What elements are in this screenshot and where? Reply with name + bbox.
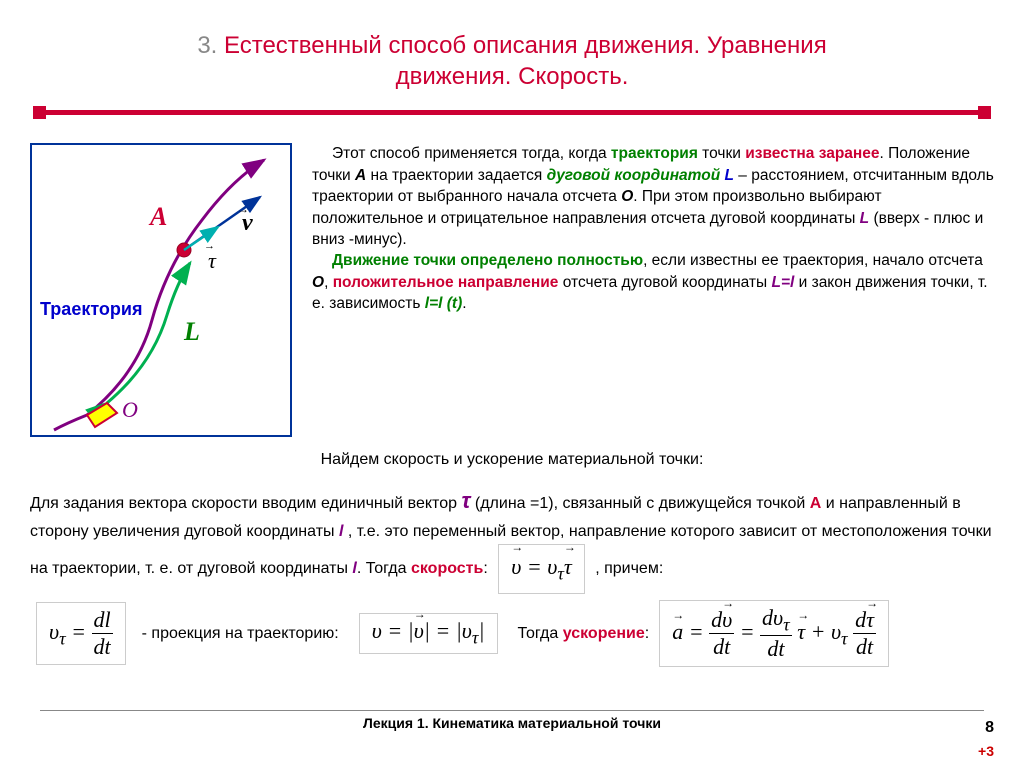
k-known: известна заранее <box>745 145 879 162</box>
fvtau-lhs: υτ = <box>49 619 86 644</box>
k-L2: L <box>860 210 869 227</box>
footer-rule <box>40 710 984 711</box>
formula-accel: a = dυ dt = dυτ dt τ + υτ dτ dt <box>659 600 889 667</box>
fa-d2: dt <box>760 636 792 662</box>
svg-text:→: → <box>204 240 215 252</box>
p10: , <box>324 274 333 291</box>
plus-three: +3 <box>978 743 994 759</box>
fvtau-den: dt <box>92 634 113 660</box>
ft6: : <box>483 560 487 577</box>
page-number: 8 <box>985 719 994 737</box>
slide-number: 3. <box>197 32 217 59</box>
p2: точки <box>698 145 745 162</box>
f-trail: , причем: <box>595 560 663 577</box>
fa-d3: dt <box>853 634 876 660</box>
title-line2: движения. Скорость. <box>396 63 629 90</box>
fa-n1: dυ <box>709 607 734 634</box>
title-line1: Естественный способ описания движения. У… <box>224 32 827 59</box>
label-trajectory: Траектория <box>40 299 142 319</box>
formula-mag: υ = |υ| = |υτ| <box>359 613 498 653</box>
k-O: О <box>621 188 633 205</box>
p9-lead: Движение точки определено полностью <box>332 252 643 269</box>
ft1: Для задания вектора скорости вводим един… <box>30 495 461 512</box>
divider-bar <box>45 110 979 115</box>
fa-d1: dt <box>709 634 734 660</box>
fa-eq: = <box>740 619 760 644</box>
label-A: A <box>148 202 167 231</box>
paragraph-block: Этот способ применяется тогда, когда тра… <box>312 143 994 437</box>
k-O2: О <box>312 274 324 291</box>
accel-post: : <box>645 625 649 642</box>
accel-pre: Тогда <box>518 625 563 642</box>
ft5: . Тогда <box>357 560 411 577</box>
slide-title: 3. Естественный способ описания движения… <box>0 0 1024 102</box>
content-row: Траектория A v → τ → L O Этот способ при… <box>0 143 1024 437</box>
label-L: L <box>183 317 200 346</box>
fa-n3: dτ <box>853 607 876 634</box>
f-speed: скорость <box>411 560 483 577</box>
trajectory-diagram: Траектория A v → τ → L O <box>30 143 292 437</box>
formula-row-2: υτ = dl dt - проекция на траекторию: υ =… <box>0 600 1024 667</box>
fa-lhs: a = <box>672 619 703 644</box>
svg-text:→: → <box>237 202 249 216</box>
flow-paragraph: Для задания вектора скорости вводим един… <box>0 483 1024 593</box>
footer-lecture: Лекция 1. Кинематика материальной точки <box>0 715 1024 731</box>
ft2: (длина =1), связанный с движущейся точко… <box>470 495 809 512</box>
fa-n2: dυτ <box>760 605 792 636</box>
p1: Этот способ применяется тогда, когда <box>332 145 611 162</box>
k-trajectory: траектория <box>611 145 698 162</box>
proj-label: - проекция на траекторию: <box>142 625 339 643</box>
fvtau-num: dl <box>92 607 113 634</box>
p4: на траектории задается <box>366 167 546 184</box>
diagram-svg: Траектория A v → τ → L O <box>32 145 290 435</box>
accel-label: ускорение <box>563 625 645 642</box>
p11: отсчета дуговой координаты <box>558 274 771 291</box>
k-pos-dir: положительное направление <box>333 274 559 291</box>
k-lt: l=l (t) <box>425 295 462 312</box>
f-A: А <box>810 495 822 512</box>
k-Leq: L=l <box>771 274 794 291</box>
label-O: O <box>122 397 138 422</box>
formula-velocity: υ = υττ <box>498 544 585 594</box>
p13: . <box>462 295 466 312</box>
p9-rest: , если известны ее траектория, начало от… <box>643 252 983 269</box>
k-L: L <box>725 167 734 184</box>
formula-vtau: υτ = dl dt <box>36 602 126 665</box>
fa-mid: τ + υτ <box>797 619 847 644</box>
k-arc-coord: дуговой координатой <box>547 167 721 184</box>
mid-line: Найдем скорость и ускорение материальной… <box>0 451 1024 469</box>
k-A: А <box>355 167 366 184</box>
